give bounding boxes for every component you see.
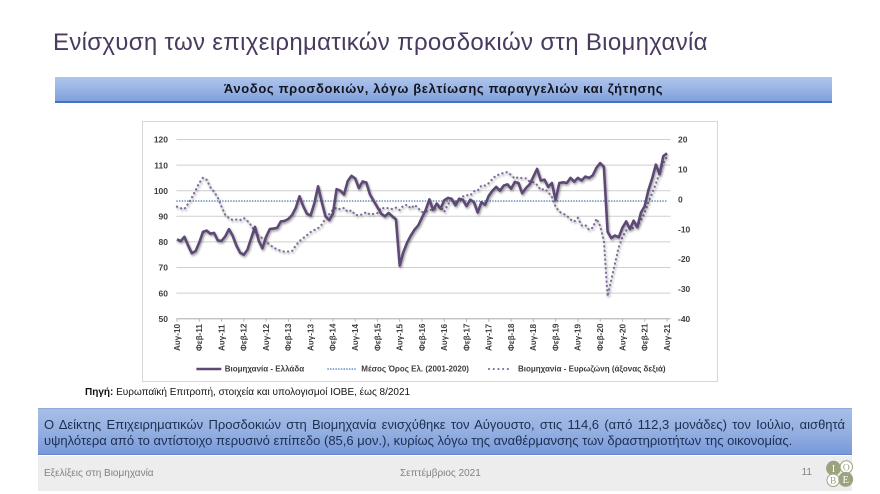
svg-text:110: 110 (154, 160, 168, 170)
svg-text:-20: -20 (678, 254, 691, 264)
svg-text:Φεβ-21: Φεβ-21 (641, 323, 650, 351)
svg-text:50: 50 (159, 314, 169, 324)
svg-text:Φεβ-17: Φεβ-17 (462, 323, 471, 351)
svg-text:Φεβ-19: Φεβ-19 (551, 323, 560, 351)
svg-text:Αυγ-15: Αυγ-15 (396, 323, 405, 351)
svg-text:Αυγ-12: Αυγ-12 (262, 323, 271, 351)
svg-text:Ε: Ε (842, 475, 848, 486)
svg-text:-40: -40 (678, 314, 691, 324)
svg-text:Αυγ-19: Αυγ-19 (574, 323, 583, 351)
svg-text:Φεβ-18: Φεβ-18 (507, 323, 516, 351)
svg-text:Βιομηχανία - Ελλάδα: Βιομηχανία - Ελλάδα (225, 365, 305, 374)
svg-text:Αυγ-14: Αυγ-14 (351, 323, 360, 351)
svg-text:Φεβ-14: Φεβ-14 (329, 323, 338, 351)
svg-text:100: 100 (154, 186, 168, 196)
svg-text:Ο: Ο (843, 463, 850, 473)
svg-text:Αυγ-20: Αυγ-20 (618, 323, 627, 351)
svg-text:Μέσος Όρος Ελ. (2001-2020): Μέσος Όρος Ελ. (2001-2020) (361, 365, 469, 374)
svg-text:0: 0 (678, 194, 683, 204)
svg-text:Φεβ-16: Φεβ-16 (418, 323, 427, 351)
svg-text:Αυγ-17: Αυγ-17 (485, 323, 494, 351)
svg-text:Αυγ-21: Αυγ-21 (663, 323, 672, 351)
svg-text:120: 120 (154, 135, 168, 145)
svg-text:80: 80 (159, 237, 169, 247)
svg-text:Φεβ-15: Φεβ-15 (373, 323, 382, 351)
svg-text:Φεβ-20: Φεβ-20 (596, 323, 605, 351)
svg-text:10: 10 (678, 165, 688, 175)
svg-text:-30: -30 (678, 284, 691, 294)
svg-text:Αυγ-11: Αυγ-11 (217, 324, 226, 351)
svg-text:Αυγ-16: Αυγ-16 (440, 323, 449, 351)
svg-text:Αυγ-10: Αυγ-10 (173, 323, 182, 351)
svg-text:90: 90 (159, 212, 169, 222)
svg-text:Β: Β (830, 477, 836, 487)
svg-text:60: 60 (159, 288, 169, 298)
svg-text:70: 70 (159, 263, 169, 273)
svg-text:Βιομηχανία - Ευρωζώνη (άξονας: Βιομηχανία - Ευρωζώνη (άξονας δεξιά) (518, 365, 666, 374)
svg-text:Ι: Ι (832, 464, 836, 475)
svg-text:Φεβ-12: Φεβ-12 (240, 323, 249, 351)
svg-text:Φεβ-13: Φεβ-13 (284, 323, 293, 351)
svg-text:Αυγ-13: Αυγ-13 (306, 323, 315, 351)
svg-text:-10: -10 (678, 224, 691, 234)
svg-text:Αυγ-18: Αυγ-18 (529, 323, 538, 351)
svg-text:Φεβ-11: Φεβ-11 (195, 324, 204, 351)
svg-text:20: 20 (678, 135, 688, 145)
